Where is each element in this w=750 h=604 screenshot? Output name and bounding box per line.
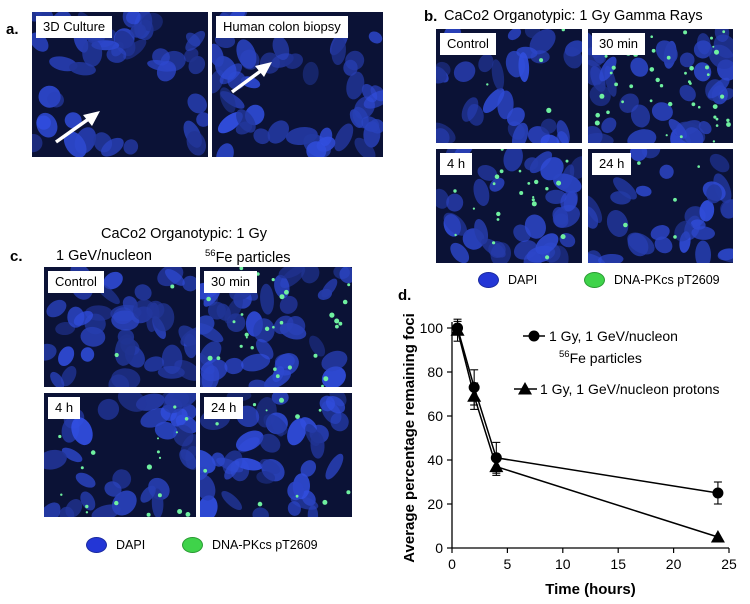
- panel-b-title: CaCo2 Organotypic: 1 Gy Gamma Rays: [444, 8, 703, 24]
- y-tick-label: 80: [427, 364, 443, 380]
- legend-b-pkcs: DNA-PKcs pT2609: [584, 272, 720, 288]
- series-2-point: [710, 530, 725, 543]
- arrow-icon: [54, 111, 100, 144]
- x-tick-label: 15: [610, 556, 626, 572]
- micrograph-c-24h: 24 h: [200, 393, 352, 517]
- isotope-superscript: 56: [205, 248, 216, 259]
- image-label: 30 min: [592, 33, 646, 55]
- y-tick-label: 40: [427, 452, 443, 468]
- x-tick-label: 5: [504, 556, 512, 572]
- series-2-line: [456, 330, 719, 538]
- x-axis-label: Time (hours): [545, 581, 636, 598]
- micrograph-c-4h: 4 h: [44, 393, 196, 517]
- y-tick-label: 20: [427, 496, 443, 512]
- particles-text: Fe particles: [215, 249, 291, 266]
- legend-series-1-label-line2: 56Fe particles: [559, 349, 642, 366]
- micrograph-3d-culture: 3D Culture: [32, 12, 208, 157]
- legend-label: DAPI: [508, 273, 538, 287]
- panel-a-letter: a.: [6, 21, 19, 38]
- blue-dot-icon: [86, 537, 107, 553]
- y-tick-label: 0: [435, 540, 443, 556]
- panel-c-subtitle-left: 1 GeV/nucleon: [56, 248, 152, 264]
- series-1-line: [456, 327, 719, 494]
- blue-dot-icon: [478, 272, 499, 288]
- panel-c-title: CaCo2 Organotypic: 1 Gy: [101, 226, 268, 242]
- image-label: Human colon biopsy: [216, 16, 348, 38]
- series-2-point: [467, 389, 482, 402]
- legend-series-2-marker: [518, 382, 532, 395]
- legend-label: DNA-PKcs pT2609: [212, 538, 318, 552]
- image-label: Control: [440, 33, 496, 55]
- series-2-point: [489, 459, 504, 473]
- x-tick-label: 10: [555, 556, 571, 572]
- series-1-point: [712, 487, 724, 499]
- particles-text: Fe particles: [570, 350, 642, 366]
- image-label: 30 min: [204, 271, 258, 293]
- image-label: 4 h: [48, 397, 81, 419]
- panel-d-letter: d.: [398, 287, 412, 304]
- legend-c-pkcs: DNA-PKcs pT2609: [182, 537, 318, 553]
- y-axis-label: Average percentage remaining foci: [401, 313, 418, 563]
- legend-label: DNA-PKcs pT2609: [614, 273, 720, 287]
- legend-label: DAPI: [116, 538, 146, 552]
- legend-c-dapi: DAPI: [86, 537, 145, 553]
- image-label: 3D Culture: [36, 16, 113, 38]
- image-label: 24 h: [592, 153, 632, 175]
- x-tick-label: 20: [666, 556, 682, 572]
- legend-series-1-label: 1 Gy, 1 GeV/nucleon: [549, 328, 678, 344]
- micrograph-b-control: Control: [436, 29, 582, 143]
- micrograph-c-control: Control: [44, 267, 196, 387]
- arrow-icon: [230, 62, 272, 94]
- micrograph-b-24h: 24 h: [588, 149, 733, 263]
- legend-b-dapi: DAPI: [478, 272, 537, 288]
- foci-chart: 0 20 40 60 80 100 0 5 10 15 20 25 Time (hours) Averag…: [401, 313, 737, 598]
- panel-b-letter: b.: [424, 8, 438, 25]
- image-label: Control: [48, 271, 104, 293]
- micrograph-b-30min: 30 min: [588, 29, 733, 143]
- green-dot-icon: [584, 272, 605, 288]
- micrograph-c-30min: 30 min: [200, 267, 352, 387]
- image-label: 24 h: [204, 397, 244, 419]
- legend-series-2-label: 1 Gy, 1 GeV/nucleon protons: [540, 381, 720, 397]
- legend-series-1-marker: [528, 330, 540, 342]
- y-tick-label: 100: [420, 320, 444, 336]
- micrograph-human-colon-biopsy: Human colon biopsy: [212, 12, 383, 157]
- x-tick-label: 0: [448, 556, 456, 572]
- green-dot-icon: [182, 537, 203, 553]
- series-2-point: [450, 323, 465, 336]
- panel-c-subtitle-right: 56Fe particles: [205, 248, 291, 266]
- panel-c-letter: c.: [10, 248, 23, 265]
- isotope-superscript: 56: [559, 349, 570, 360]
- y-tick-label: 60: [427, 408, 443, 424]
- image-label: 4 h: [440, 153, 473, 175]
- micrograph-b-4h: 4 h: [436, 149, 582, 263]
- x-tick-label: 25: [721, 556, 737, 572]
